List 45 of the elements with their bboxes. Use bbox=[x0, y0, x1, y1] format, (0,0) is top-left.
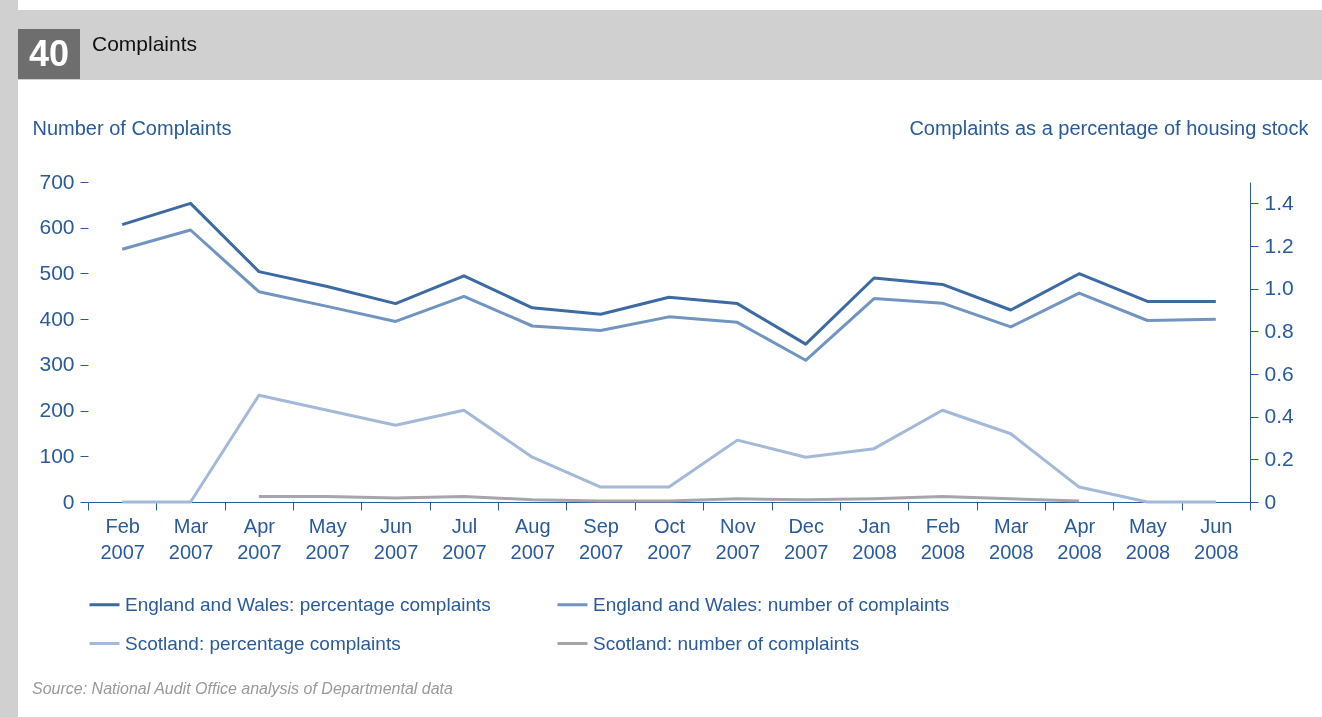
y2-axis-title: Complaints as a percentage of housing stock bbox=[909, 116, 1310, 139]
x-tick-label: Nov 2007 bbox=[715, 514, 761, 563]
x-tick-label: Jan 2008 bbox=[852, 514, 897, 563]
y-axis-title: Number of Complaints bbox=[32, 116, 232, 139]
y2-tick-label: 1.2 bbox=[1264, 233, 1294, 257]
text: 40 bbox=[18, 29, 80, 79]
y-tick-label: 0 bbox=[62, 489, 75, 513]
x-tick-label: Dec 2007 bbox=[783, 514, 829, 563]
x-tick-label: Jun 2007 bbox=[373, 514, 419, 563]
legend-label: Scotland: percentage complaints bbox=[125, 632, 401, 654]
x-tick-label: Aug 2007 bbox=[510, 514, 556, 563]
chart-title: Complaints bbox=[92, 32, 198, 56]
x-tick-label: Mar 2008 bbox=[989, 514, 1034, 563]
x-tick-label: Feb 2007 bbox=[100, 514, 145, 563]
x-tick-label: Jun 2008 bbox=[1194, 514, 1239, 563]
x-tick-label: Oct 2007 bbox=[647, 514, 692, 563]
line-series bbox=[120, 201, 1218, 346]
x-tick-label: Apr 2007 bbox=[237, 514, 282, 563]
y2-tick-label: 0.2 bbox=[1264, 446, 1294, 470]
y2-tick-label: 0.4 bbox=[1264, 404, 1295, 428]
line-series bbox=[120, 393, 1218, 504]
x-tick-label: Apr 2008 bbox=[1057, 514, 1102, 563]
y2-tick-label: 0 bbox=[1264, 489, 1277, 513]
y2-tick-label: 0.8 bbox=[1264, 318, 1294, 342]
y-tick-label: 200 bbox=[39, 398, 75, 422]
y-tick-label: 100 bbox=[39, 443, 75, 467]
x-tick-label: Jul 2007 bbox=[442, 514, 487, 563]
y-tick-label: 600 bbox=[39, 215, 75, 239]
x-tick-label: Feb 2008 bbox=[920, 514, 966, 563]
y-tick-label: 300 bbox=[39, 352, 75, 376]
x-tick-label: Sep 2007 bbox=[578, 514, 624, 563]
y2-tick-label: 0.6 bbox=[1264, 361, 1294, 385]
y-tick-label: 400 bbox=[39, 306, 75, 330]
y-tick-label: 500 bbox=[39, 260, 75, 284]
source-note: Source: National Audit Office analysis of Departmental data bbox=[32, 680, 453, 698]
line-series bbox=[120, 228, 1218, 362]
x-tick-label: May 2007 bbox=[305, 514, 350, 563]
legend-label: England and Wales: number of complaints bbox=[593, 593, 950, 615]
x-tick-label: May 2008 bbox=[1125, 514, 1171, 563]
y2-tick-label: 1.0 bbox=[1264, 276, 1294, 300]
y-tick-label: 700 bbox=[39, 169, 75, 193]
legend-label: England and Wales: percentage complaints bbox=[125, 593, 491, 615]
x-tick-label: Mar 2007 bbox=[168, 514, 214, 563]
legend-label: Scotland: number of complaints bbox=[593, 632, 860, 654]
y2-tick-label: 1.4 bbox=[1264, 190, 1295, 214]
